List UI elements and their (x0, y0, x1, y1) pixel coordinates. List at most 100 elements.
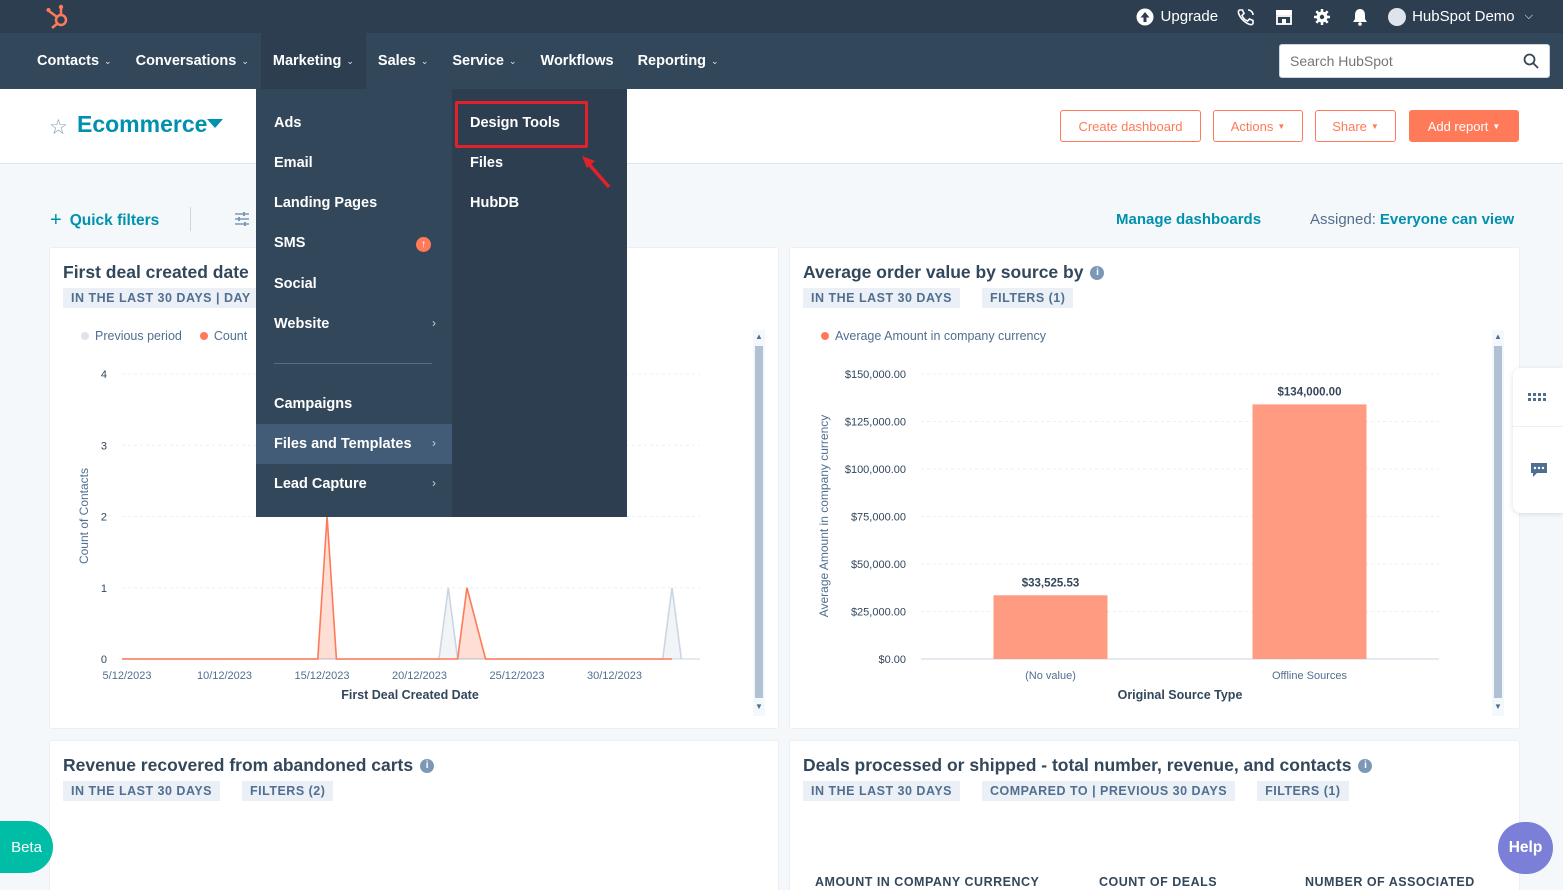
nav-contacts[interactable]: Contacts ⌄ (25, 33, 124, 89)
nav-reporting[interactable]: Reporting ⌄ (626, 33, 731, 89)
account-menu[interactable]: HubSpot Demo ⌵ (1388, 7, 1533, 26)
dashboard-caret-down-icon[interactable] (207, 119, 223, 128)
y-tick-label: 1 (101, 583, 107, 595)
card-title[interactable]: First deal created date (63, 262, 249, 283)
marketplace-icon[interactable] (1274, 7, 1294, 27)
card-title[interactable]: Average order value by source by i (803, 262, 1105, 283)
line-chart: 0 1 2 3 4 5/12/2023 10/12/2023 15/12/2023 20/12/… (77, 369, 700, 702)
caret-down-icon: ▼ (1277, 121, 1286, 131)
menu-item-website[interactable]: Website › (256, 304, 452, 344)
menu-divider (274, 363, 432, 364)
menu-item-lead-capture[interactable]: Lead Capture › (256, 464, 452, 504)
compare-tag[interactable]: COMPARED TO | PREVIOUS 30 DAYS (982, 781, 1236, 801)
legend-label: Previous period (95, 329, 182, 343)
info-icon[interactable]: i (1358, 758, 1373, 773)
create-dashboard-button[interactable]: Create dashboard (1060, 110, 1201, 142)
card-title-text: Deals processed or shipped - total numbe… (803, 755, 1352, 775)
nav-marketing[interactable]: Marketing ⌄ (260, 33, 366, 89)
nav-label: Sales (377, 53, 416, 69)
submenu-item-files[interactable]: Files (470, 143, 503, 183)
card-title[interactable]: Revenue recovered from abandoned carts i (63, 755, 435, 776)
help-button[interactable]: Help (1498, 822, 1553, 874)
menu-item-ads[interactable]: Ads (274, 103, 434, 143)
share-button[interactable]: Share ▼ (1315, 110, 1396, 142)
card-title-text: Revenue recovered from abandoned carts (63, 755, 414, 775)
submenu-item-hubdb[interactable]: HubDB (470, 183, 519, 223)
y-axis-title: Count of Contacts (77, 468, 91, 564)
beta-button[interactable]: Beta (0, 821, 53, 873)
search-icon[interactable] (1523, 53, 1539, 69)
avatar (1388, 7, 1407, 26)
column-header-associated: NUMBER OF ASSOCIATED (1305, 875, 1475, 889)
chevron-down-icon: ⌄ (420, 55, 429, 66)
date-range-tag[interactable]: IN THE LAST 30 DAYS (63, 781, 221, 801)
x-tick-label: 15/12/2023 (294, 670, 349, 682)
scroll-thumb[interactable] (1494, 346, 1502, 698)
hubspot-logo-icon[interactable] (44, 3, 72, 31)
submenu-item-design-tools[interactable]: Design Tools (470, 103, 560, 143)
filters-tag[interactable]: FILTERS (1) (982, 288, 1074, 308)
info-icon[interactable]: i (420, 758, 435, 773)
info-icon[interactable]: i (1090, 265, 1105, 280)
nav-service[interactable]: Service ⌄ (440, 33, 528, 89)
apps-grid-icon[interactable] (1528, 393, 1550, 403)
filters-tag[interactable]: FILTERS (1) (1257, 781, 1349, 801)
dashboard-title[interactable]: Ecommerce (77, 111, 208, 137)
manage-dashboards-link[interactable]: Manage dashboards (1116, 211, 1262, 228)
chat-bubble-icon[interactable] (1530, 462, 1548, 478)
notifications-bell-icon[interactable] (1350, 7, 1370, 27)
chevron-down-icon: ⌄ (508, 55, 517, 66)
column-header-count: COUNT OF DEALS (1099, 875, 1218, 889)
x-tick-label: 30/12/2023 (587, 670, 642, 682)
menu-item-campaigns[interactable]: Campaigns (274, 384, 434, 424)
chart-scrollbar[interactable]: ▲ ▼ (753, 330, 765, 716)
menu-item-label: SMS (274, 235, 306, 251)
legend-item-average[interactable]: Average Amount in company currency (821, 329, 1046, 343)
date-range-tag[interactable]: IN THE LAST 30 DAYS | DAY (63, 288, 259, 308)
scroll-down-icon[interactable]: ▼ (755, 702, 763, 711)
chart-scrollbar[interactable]: ▲ ▼ (1492, 330, 1504, 716)
nav-label: Marketing (272, 53, 342, 69)
scroll-up-icon[interactable]: ▲ (755, 332, 763, 341)
nav-conversations[interactable]: Conversations ⌄ (124, 33, 261, 89)
report-card-revenue-recovered: Revenue recovered from abandoned carts i … (49, 740, 779, 890)
scroll-down-icon[interactable]: ▼ (1494, 702, 1502, 711)
scroll-up-icon[interactable]: ▲ (1494, 332, 1502, 341)
search-input[interactable] (1290, 53, 1523, 69)
legend-item-previous[interactable]: Previous period (81, 329, 182, 343)
upgrade-label: Upgrade (1160, 8, 1219, 25)
upgrade-link[interactable]: Upgrade (1135, 7, 1219, 27)
legend-label: Average Amount in company currency (835, 329, 1046, 343)
y-tick-label: $0.00 (878, 654, 906, 666)
y-tick-label: $50,000.00 (851, 559, 906, 571)
date-range-tag[interactable]: IN THE LAST 30 DAYS (803, 288, 961, 308)
quick-filters-button[interactable]: + Quick filters (50, 209, 159, 232)
card-title[interactable]: Deals processed or shipped - total numbe… (803, 755, 1373, 776)
filters-tag[interactable]: FILTERS (2) (242, 781, 334, 801)
actions-button[interactable]: Actions ▼ (1213, 110, 1303, 142)
menu-item-sms[interactable]: SMS (274, 223, 434, 263)
legend-item-count[interactable]: Count (199, 329, 247, 343)
chevron-down-icon: ⌄ (711, 55, 719, 66)
menu-item-files-and-templates[interactable]: Files and Templates › (256, 424, 452, 464)
nav-sales[interactable]: Sales ⌄ (366, 33, 440, 89)
menu-item-landing-pages[interactable]: Landing Pages (274, 183, 434, 223)
assigned-info: Assigned: Everyone can view (1310, 211, 1514, 228)
calling-icon[interactable] (1236, 7, 1256, 27)
card-title-text: Average order value by source by (803, 262, 1084, 282)
favorite-star-icon[interactable]: ☆ (49, 116, 68, 139)
menu-item-email[interactable]: Email (274, 143, 434, 183)
date-range-tag[interactable]: IN THE LAST 30 DAYS (803, 781, 961, 801)
x-tick-label: 25/12/2023 (489, 670, 544, 682)
caret-down-icon: ▼ (1370, 121, 1379, 131)
nav-workflows[interactable]: Workflows (529, 33, 626, 89)
add-report-button[interactable]: Add report ▼ (1409, 110, 1519, 142)
nav-label: Service (452, 53, 504, 69)
settings-gear-icon[interactable] (1312, 7, 1332, 27)
y-tick-label: $25,000.00 (851, 607, 906, 619)
filter-sliders-icon[interactable] (234, 211, 250, 227)
assigned-value-link[interactable]: Everyone can view (1379, 211, 1515, 228)
scroll-thumb[interactable] (755, 346, 763, 698)
x-tick-label: 10/12/2023 (197, 670, 252, 682)
menu-item-social[interactable]: Social (274, 264, 434, 304)
